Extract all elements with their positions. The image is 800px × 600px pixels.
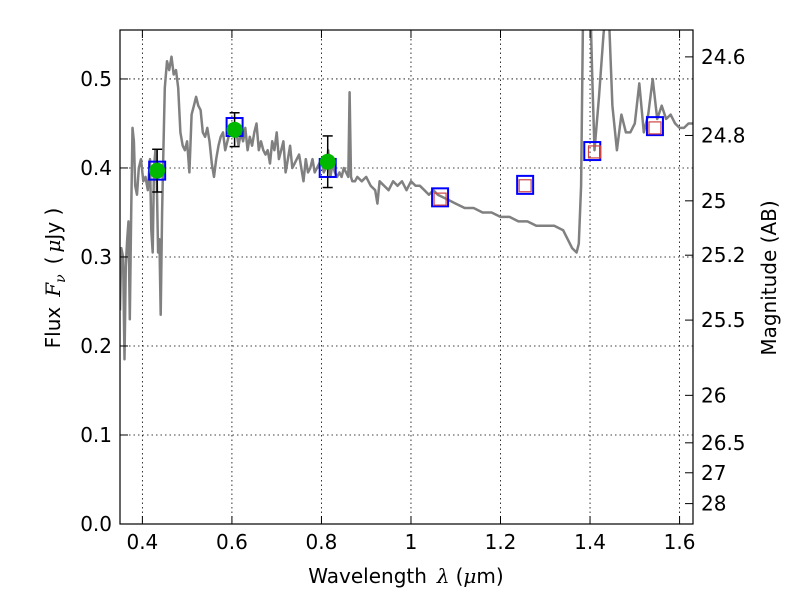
y2-tick-label: 28 [701,492,726,516]
y2-axis-label: Magnitude (AB) [757,200,781,355]
x-tick-label: 0.4 [126,530,158,554]
y2-tick-label: 24.6 [701,45,746,69]
y2-tick-label: 24.8 [701,123,746,147]
y2-tick-label: 25.2 [701,243,746,267]
photometry-point [226,121,243,138]
observed-square-marker [518,179,532,193]
y2-tick-label: 25 [701,189,726,213]
x-tick-label: 1 [405,530,418,554]
y-tick-label: 0.4 [80,156,112,180]
photometry-point [319,153,336,170]
y2-tick-label: 26.5 [701,431,746,455]
x-tick-label: 0.6 [216,530,248,554]
x-tick-label: 0.8 [306,530,338,554]
y2-tick-label: 26 [701,383,726,407]
observed-square-marker [587,145,602,159]
y-tick-label: 0.5 [80,67,112,91]
y-tick-label: 0.1 [80,423,112,447]
model-box-marker [431,187,450,208]
y-tick-label: 0.2 [80,334,112,358]
observed-square-marker [433,192,447,206]
y2-tick-label: 25.5 [701,308,746,332]
axes: 0.4 0.6 0.8 1 1.2 1.4 1.6 0.0 0.1 0.2 0.3 0.4 0.5 24.… [80,30,746,554]
model-spectrum-line [120,30,693,361]
observed-square-marker [648,121,662,135]
y2-tick-label: 27 [701,461,726,485]
y-tick-label: 0.0 [80,512,112,536]
x-tick-label: 1.6 [664,530,696,554]
x-tick-label: 1.2 [485,530,517,554]
model-box-marker [645,116,664,137]
plot-area [120,30,693,361]
photometry-point [149,162,166,179]
y-axis-label: FluxFν(μJy ) [41,208,69,349]
y-tick-label: 0.3 [80,245,112,269]
plot-frame [119,29,694,525]
x-axis-label: Wavelength λ (μm) [308,564,503,588]
grid [120,30,693,524]
model-box-marker [516,174,535,195]
x-tick-label: 1.4 [574,530,606,554]
